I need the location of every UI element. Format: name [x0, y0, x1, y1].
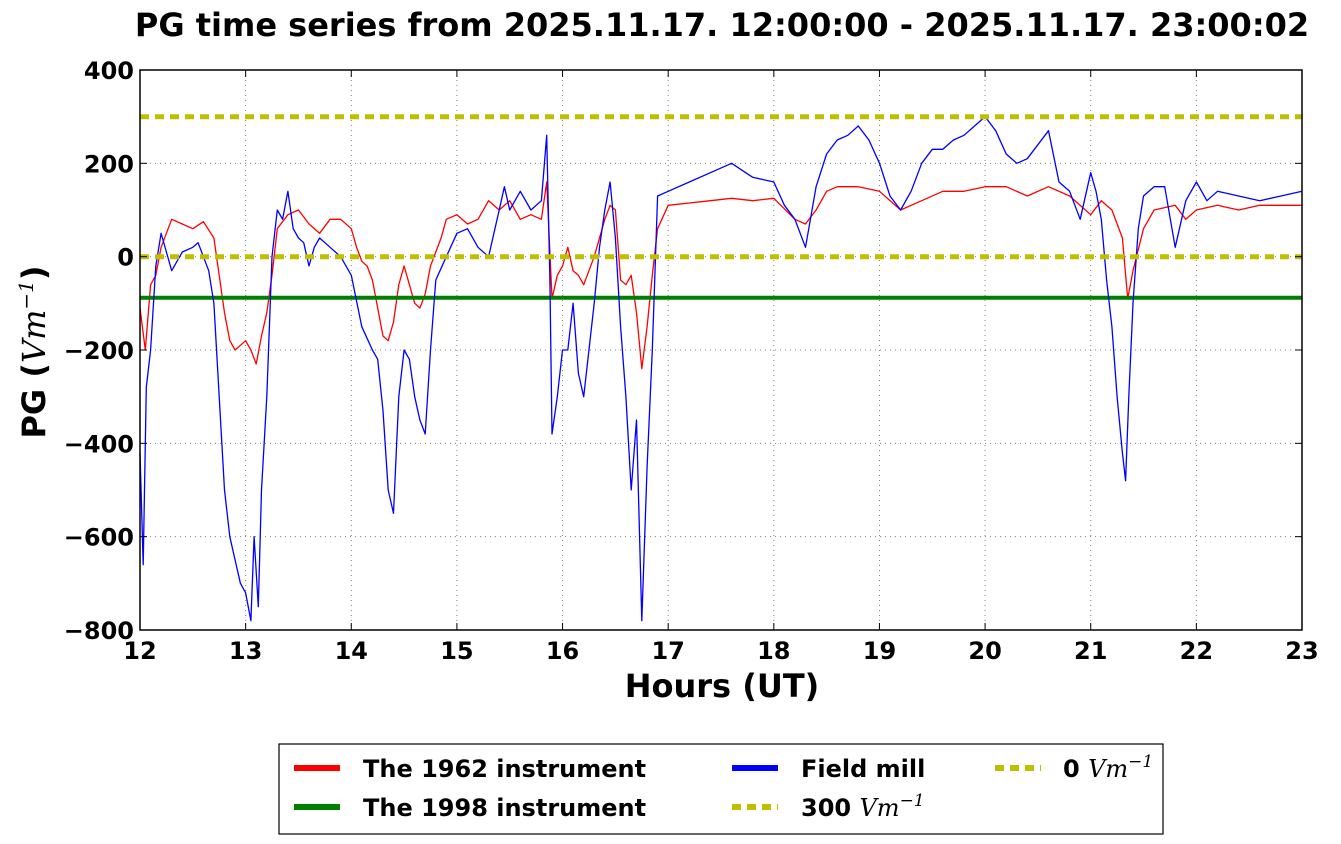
y-axis-label: PG (Vm−1): [14, 265, 53, 438]
x-tick-label: 18: [757, 637, 790, 665]
x-tick-label: 13: [229, 637, 262, 665]
x-tick-label: 20: [968, 637, 1001, 665]
series-1962-instrument: [139, 181, 1302, 370]
y-tick-label: 200: [84, 150, 134, 178]
x-tick-label: 22: [1180, 637, 1213, 665]
legend-box: [278, 743, 1164, 835]
x-tick-label: 23: [1285, 637, 1318, 665]
y-tick-label: −200: [64, 337, 134, 365]
y-tick-label: −400: [64, 430, 134, 458]
y-tick-label: 400: [84, 57, 134, 85]
x-tick-label: 19: [863, 637, 896, 665]
x-axis-label: Hours (UT): [625, 667, 820, 705]
x-tick-label: 12: [123, 637, 156, 665]
grid-lines: [140, 70, 1302, 630]
series-layer: [139, 114, 1303, 622]
y-axis-label-main: PG (: [15, 363, 53, 438]
y-axis-label-unit: Vm: [15, 310, 53, 363]
legend-label-0: 0 Vm−1: [1063, 752, 1153, 783]
y-axis-label-close: ): [15, 265, 53, 280]
x-tick-label: 17: [651, 637, 684, 665]
y-tick-label: 0: [117, 244, 134, 272]
ticks: [139, 69, 1303, 631]
y-axis-label-unit-exp: −1: [14, 280, 38, 309]
chart-title: PG time series from 2025.11.17. 12:00:00…: [135, 6, 1309, 44]
series-field-mill: [139, 116, 1303, 622]
x-tick-label: 21: [1074, 637, 1107, 665]
y-tick-label: −600: [64, 524, 134, 552]
x-tick-label: 16: [546, 637, 579, 665]
legend-label-300: 300 Vm−1: [801, 791, 925, 822]
x-tick-label: 14: [335, 637, 368, 665]
legend-label-1998: The 1998 instrument: [363, 794, 646, 822]
legend-label-1962: The 1962 instrument: [363, 755, 646, 783]
legend-label-field-mill: Field mill: [801, 755, 925, 783]
x-tick-label: 15: [440, 637, 473, 665]
y-tick-label: −800: [64, 617, 134, 645]
svg-text:PG (Vm−1): PG (Vm−1): [14, 265, 53, 438]
legend: The 1962 instrument The 1998 instrument …: [278, 743, 1164, 835]
tick-labels: 12 13 14 15 16 17 18 19 20 21 22 23 400 200 0 −200 −400 −…: [64, 57, 1319, 665]
